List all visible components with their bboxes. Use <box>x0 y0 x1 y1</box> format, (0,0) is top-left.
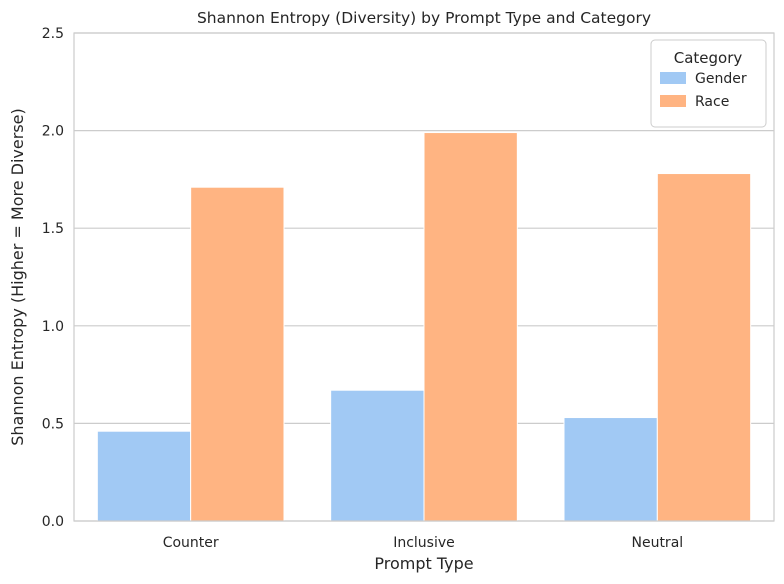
chart-title: Shannon Entropy (Diversity) by Prompt Ty… <box>197 9 651 27</box>
bar-race-inclusive <box>423 132 518 522</box>
legend-label: Gender <box>695 71 747 87</box>
x-tick-label: Inclusive <box>393 535 455 551</box>
x-tick-label: Neutral <box>631 535 683 551</box>
bar-race-counter <box>190 186 285 522</box>
bar-gender-counter <box>96 430 192 522</box>
y-tick-label: 1.0 <box>42 319 64 335</box>
y-tick-label: 1.5 <box>42 221 64 237</box>
legend-items: Gender Race <box>660 71 747 110</box>
legend-swatch-gender <box>660 72 686 84</box>
bar-race-neutral <box>656 173 752 522</box>
y-tick-label: 2.0 <box>42 124 64 140</box>
y-tick-label: 0.0 <box>42 514 64 530</box>
x-tick-label: Counter <box>163 535 219 551</box>
bars <box>96 132 752 522</box>
y-tick-label: 0.5 <box>42 416 64 432</box>
y-tick-label: 2.5 <box>42 26 64 42</box>
axes <box>73 32 775 522</box>
bar-gender-inclusive <box>330 389 425 522</box>
legend-swatch-race <box>660 95 686 107</box>
y-axis-label: Shannon Entropy (Higher = More Diverse) <box>8 108 27 446</box>
x-axis-label: Prompt Type <box>374 554 473 573</box>
legend: Category Gender Race <box>650 39 767 128</box>
y-tick-labels: 0.0 0.5 1.0 1.5 2.0 2.5 <box>42 26 64 530</box>
legend-title: Category <box>674 49 743 67</box>
x-tick-labels: Counter Inclusive Neutral <box>163 535 683 551</box>
legend-label: Race <box>695 94 729 110</box>
plot-frame <box>73 32 775 522</box>
bar-gender-neutral <box>563 417 658 522</box>
